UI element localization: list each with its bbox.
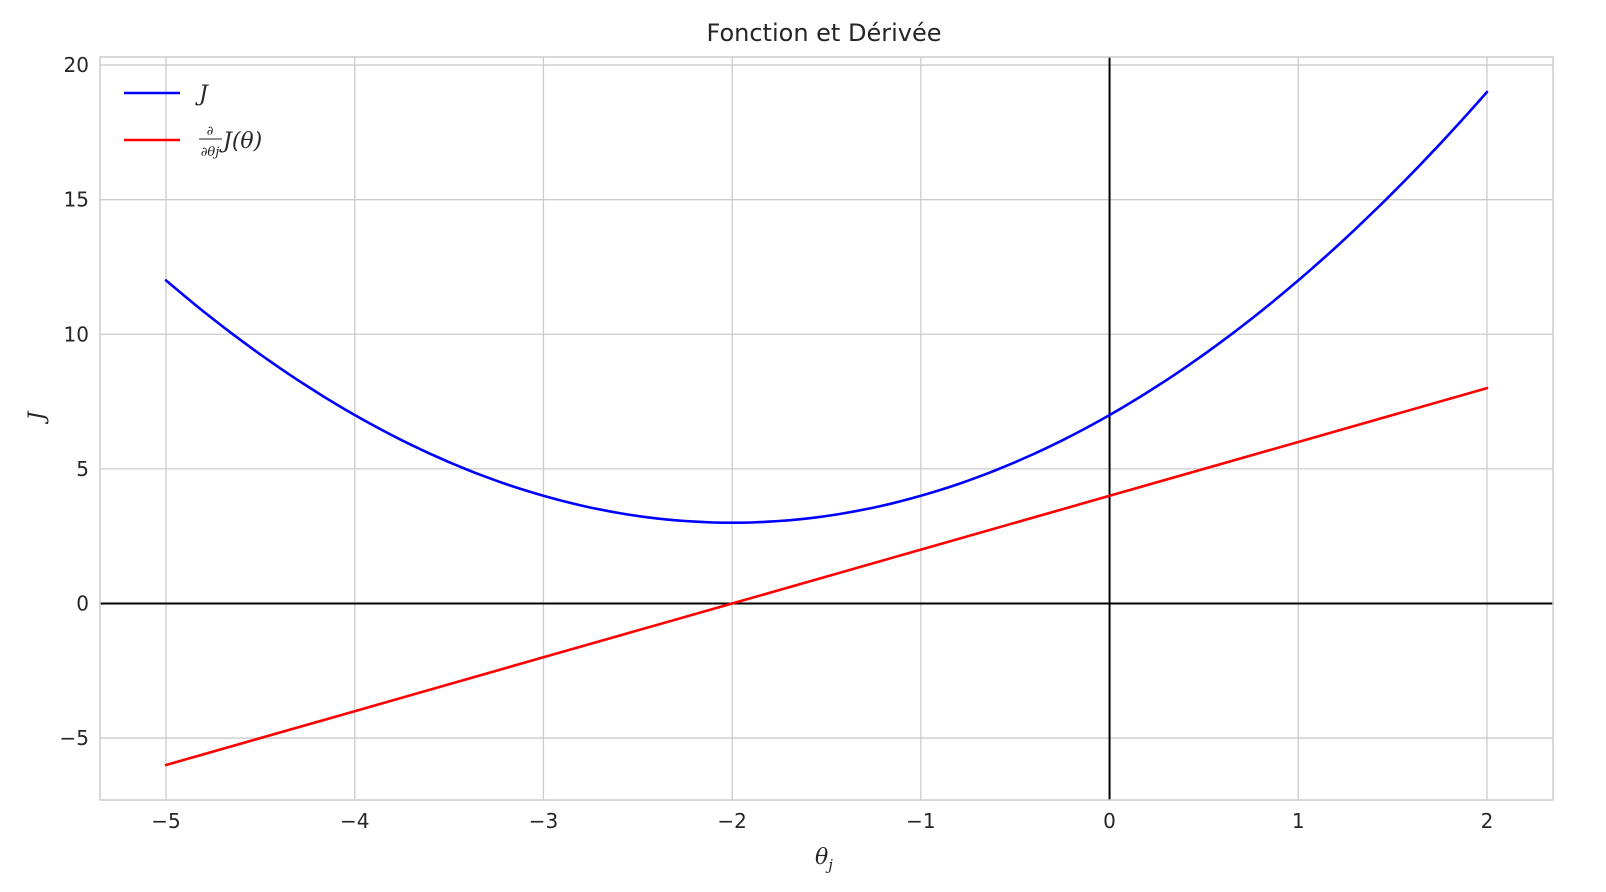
y-tick-labels: −5 0 5 10 15 20 xyxy=(60,53,89,750)
x-axis-label-sub: j xyxy=(825,856,833,874)
legend: J ∂ ∂θj J(θ) xyxy=(124,82,262,160)
chart-title: Fonction et Dérivée xyxy=(707,19,942,47)
x-axis-label: θj xyxy=(815,845,833,874)
plot-frame xyxy=(99,56,1554,801)
x-tick-labels: −5 −4 −3 −2 −1 0 1 2 xyxy=(151,809,1493,833)
y-tick-label: 10 xyxy=(64,322,89,346)
legend-label-derivative-num: ∂ xyxy=(207,124,214,139)
series-group xyxy=(164,90,1489,767)
x-axis-label-main: θ xyxy=(815,845,828,870)
legend-label-j: J xyxy=(195,82,209,107)
y-tick-label: 20 xyxy=(64,53,89,77)
legend-label-derivative-den: ∂θj xyxy=(201,145,220,160)
legend-label-derivative-tail: J(θ) xyxy=(219,129,262,154)
x-tick-label: −5 xyxy=(151,809,180,833)
y-tick-label: 15 xyxy=(64,188,89,212)
series-line-j xyxy=(164,90,1489,525)
y-tick-label: 5 xyxy=(76,457,89,481)
x-tick-label: −2 xyxy=(717,809,746,833)
x-tick-label: −1 xyxy=(906,809,935,833)
series-line-derivative xyxy=(164,386,1489,767)
y-tick-label: 0 xyxy=(76,591,89,615)
y-tick-label: −5 xyxy=(60,726,89,750)
x-tick-label: 0 xyxy=(1103,809,1116,833)
y-axis-label: J xyxy=(25,410,50,424)
x-tick-label: 1 xyxy=(1292,809,1305,833)
x-tick-label: −4 xyxy=(340,809,369,833)
x-tick-label: 2 xyxy=(1481,809,1494,833)
reference-lines xyxy=(100,57,1553,800)
x-tick-label: −3 xyxy=(529,809,558,833)
